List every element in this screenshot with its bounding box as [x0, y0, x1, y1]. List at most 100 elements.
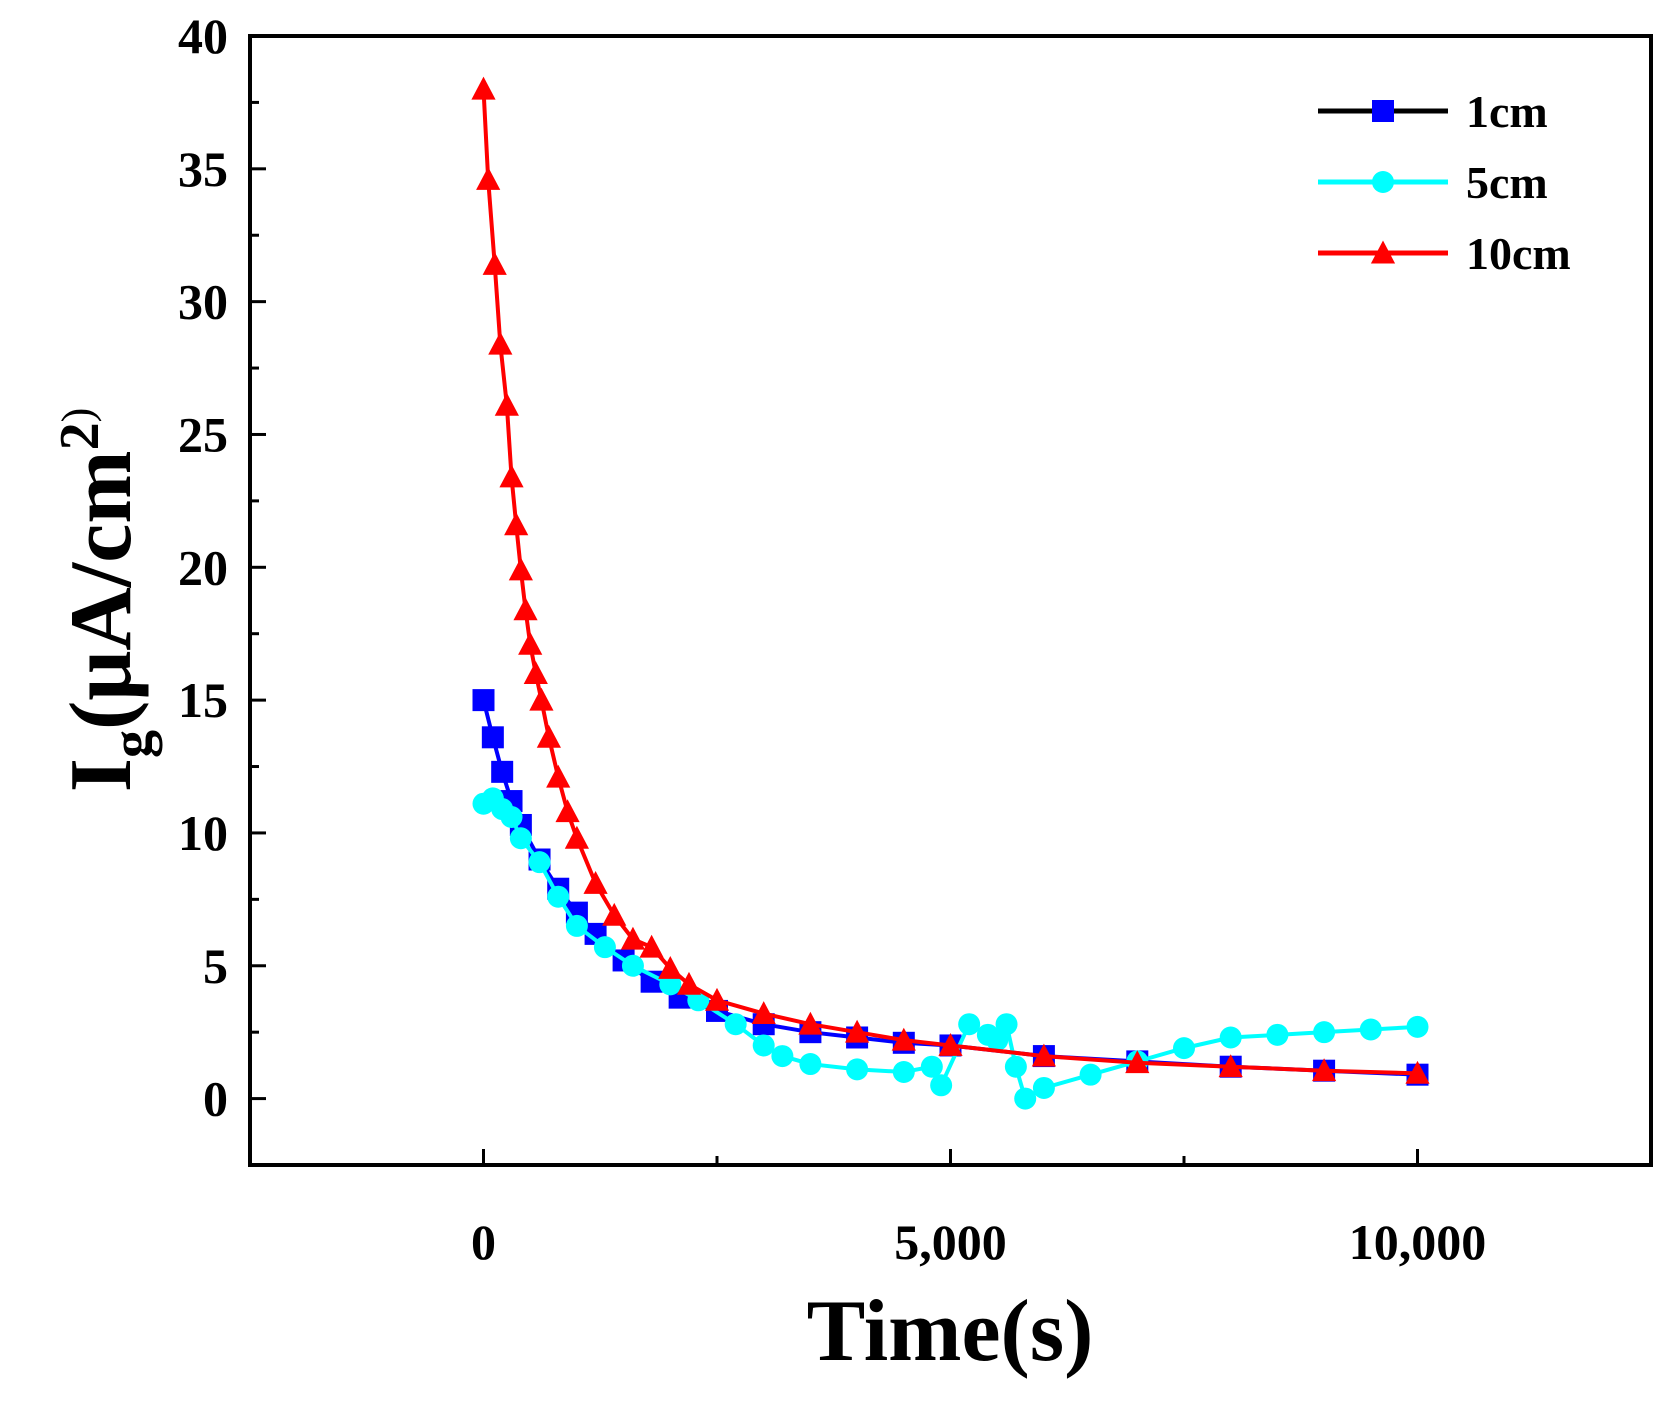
x-tick-labels: 0 5,000 10,000 — [471, 1214, 1486, 1270]
y-axis-title-main: I — [53, 758, 150, 792]
data-point — [508, 557, 533, 581]
data-point — [724, 1013, 747, 1036]
series-10cm — [471, 76, 1430, 1084]
data-point — [565, 914, 588, 937]
y-tick-label: 10 — [178, 805, 228, 861]
data-point — [920, 1055, 943, 1078]
data-point — [488, 331, 513, 355]
data-point — [845, 1019, 870, 1043]
data-point — [529, 687, 554, 711]
data-point — [1031, 1043, 1056, 1067]
data-point — [583, 870, 608, 894]
data-point — [504, 512, 529, 536]
data-point — [1032, 1076, 1055, 1099]
data-point — [564, 825, 589, 849]
x-tick-label: 0 — [471, 1214, 496, 1270]
data-point — [771, 1045, 794, 1068]
legend-marker — [1372, 171, 1394, 193]
data-point — [620, 926, 646, 950]
data-point — [798, 1011, 823, 1035]
y-tick-label: 0 — [203, 1071, 228, 1127]
y-axis-title-superscript: 2 — [49, 422, 111, 450]
data-point — [658, 955, 683, 979]
data-point — [1219, 1026, 1242, 1049]
data-point — [799, 1053, 822, 1076]
y-tick-label: 30 — [178, 274, 228, 330]
plot-frame — [248, 34, 1653, 1167]
y-tick-label: 15 — [178, 672, 228, 728]
tick-marks — [250, 34, 1419, 1167]
data-point — [995, 1013, 1018, 1036]
y-axis-title-unit: (μA/cm — [53, 450, 150, 730]
data-point — [958, 1013, 981, 1036]
data-point — [1125, 1050, 1150, 1074]
x-axis-title: Time(s) — [807, 1283, 1094, 1380]
y-axis-title-close: ) — [53, 408, 102, 423]
data-point — [1266, 1023, 1289, 1046]
x-tick-label: 5,000 — [894, 1214, 1007, 1270]
data-point — [704, 987, 730, 1011]
data-point — [938, 1033, 963, 1056]
data-point — [500, 806, 523, 829]
data-point — [546, 764, 571, 788]
series-5cm — [472, 787, 1429, 1110]
data-point — [472, 689, 495, 712]
data-point — [476, 166, 501, 190]
data-point — [518, 631, 543, 655]
data-point — [1405, 1060, 1430, 1084]
data-point — [1218, 1054, 1243, 1078]
data-point — [593, 936, 616, 959]
legend-item-10cm: 10cm — [1318, 228, 1571, 279]
y-tick-label: 20 — [178, 539, 228, 595]
data-point — [621, 954, 644, 977]
data-point — [481, 726, 504, 749]
data-point — [1014, 1087, 1037, 1110]
series-1cm — [472, 689, 1429, 1086]
data-point — [639, 934, 664, 958]
data-point — [509, 827, 532, 850]
legend-label: 1cm — [1466, 86, 1548, 137]
data-point — [494, 392, 519, 416]
y-tick-label: 40 — [178, 8, 228, 64]
data-point — [752, 1034, 775, 1057]
data-point — [751, 1001, 776, 1025]
data-point — [1313, 1021, 1336, 1044]
legend: 1cm 5cm 10cm — [1318, 86, 1571, 279]
data-point — [491, 760, 514, 783]
data-point — [1359, 1018, 1382, 1041]
legend-marker — [1370, 240, 1396, 264]
data-point — [513, 597, 538, 621]
y-tick-label: 5 — [203, 938, 228, 994]
legend-label: 10cm — [1466, 228, 1571, 279]
data-point — [1406, 1015, 1429, 1038]
legend-label: 5cm — [1466, 157, 1548, 208]
data-point — [1173, 1037, 1195, 1060]
x-tick-label: 10,000 — [1349, 1214, 1487, 1270]
y-axis-title-subscript: g — [101, 730, 163, 758]
data-point — [846, 1058, 869, 1081]
y-tick-label: 35 — [178, 141, 228, 197]
data-point — [482, 252, 507, 275]
data-point — [1004, 1055, 1027, 1078]
data-point — [602, 902, 627, 926]
data-point — [547, 885, 570, 908]
data-point — [523, 661, 548, 685]
data-point — [1312, 1058, 1337, 1082]
y-axis-title: Ig(μA/cm2) — [49, 408, 163, 792]
y-tick-label: 25 — [178, 406, 228, 462]
data-point — [536, 724, 561, 748]
data-point — [986, 1029, 1009, 1052]
y-tick-labels: 0 5 10 15 20 25 30 35 40 — [178, 8, 228, 1127]
data-point — [892, 1061, 915, 1084]
data-point — [471, 76, 496, 100]
data-point — [891, 1027, 916, 1051]
plot-area — [471, 76, 1430, 1110]
data-point — [528, 851, 551, 874]
legend-marker — [1372, 100, 1394, 122]
data-point — [1079, 1063, 1102, 1086]
legend-item-1cm: 1cm — [1318, 86, 1548, 137]
data-point — [930, 1074, 953, 1097]
data-point — [555, 799, 580, 823]
legend-item-5cm: 5cm — [1318, 157, 1548, 208]
